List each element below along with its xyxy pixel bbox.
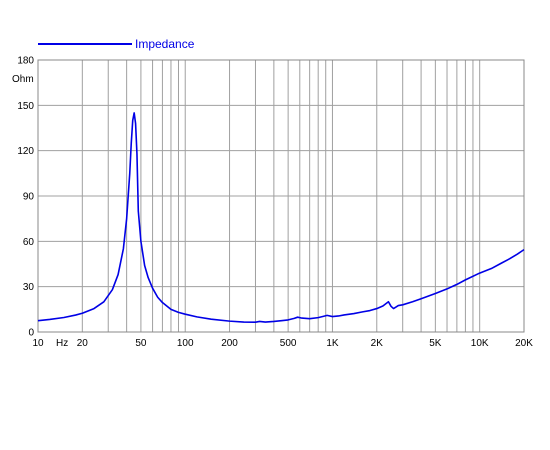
y-axis-label: Ohm <box>12 74 34 85</box>
x-tick-label: 1K <box>326 338 339 349</box>
x-tick-label: 10K <box>471 338 489 349</box>
grid <box>38 60 524 332</box>
x-tick-label: 10 <box>32 338 44 349</box>
y-axis-ticks: 0 30 60 90 120 150 180 <box>17 56 34 339</box>
x-axis-ticks: 10 20 50 100 200 500 1K 2K 5K 10K 20K <box>32 338 533 349</box>
x-tick-label: 2K <box>371 338 384 349</box>
impedance-curve <box>37 112 525 323</box>
y-tick-label: 150 <box>17 101 34 112</box>
x-tick-label: 5K <box>429 338 442 349</box>
x-axis-label: Hz <box>56 338 68 349</box>
x-tick-label: 100 <box>177 338 194 349</box>
legend-label: Impedance <box>135 37 195 51</box>
legend: Impedance <box>38 37 195 51</box>
x-tick-label: 50 <box>135 338 147 349</box>
x-tick-label: 200 <box>221 338 238 349</box>
x-tick-label: 20K <box>515 338 533 349</box>
x-tick-label: 20 <box>77 338 89 349</box>
y-tick-label: 180 <box>17 56 34 67</box>
y-tick-label: 30 <box>23 282 35 293</box>
y-tick-label: 60 <box>23 237 35 248</box>
plot-frame <box>37 59 525 333</box>
y-tick-label: 0 <box>28 328 34 339</box>
y-tick-label: 90 <box>23 192 35 203</box>
x-tick-label: 500 <box>280 338 297 349</box>
y-tick-label: 120 <box>17 146 34 157</box>
